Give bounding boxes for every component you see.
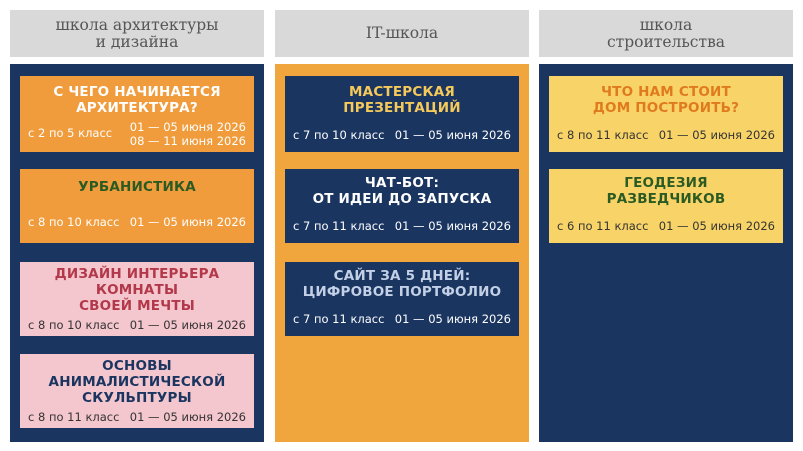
course-title: ЧАТ-БОТ: ОТ ИДЕИ ДО ЗАПУСКА — [312, 175, 492, 207]
course-title: ОСНОВЫ АНИМАЛИСТИЧЕСКОЙ СКУЛЬПТУРЫ — [48, 358, 226, 406]
course-card-chatbot[interactable]: ЧАТ-БОТ: ОТ ИДЕИ ДО ЗАПУСКА с 7 по 11 кл… — [285, 169, 519, 243]
course-dates: 01 — 05 июня 2026 — [394, 128, 511, 142]
course-title: САЙТ ЗА 5 ДНЕЙ: ЦИФРОВОЕ ПОРТФОЛИО — [302, 268, 502, 300]
course-title: С ЧЕГО НАЧИНАЕТСЯ АРХИТЕКТУРА? — [53, 84, 221, 116]
course-card-geodesy[interactable]: ГЕОДЕЗИЯ РАЗВЕДЧИКОВ с 6 по 11 класс 01 … — [549, 169, 783, 243]
course-title: ГЕОДЕЗИЯ РАЗВЕДЧИКОВ — [606, 175, 726, 207]
course-grade: с 8 по 10 класс — [28, 318, 120, 332]
column-architecture-school: С ЧЕГО НАЧИНАЕТСЯ АРХИТЕКТУРА? с 2 по 5 … — [10, 64, 264, 442]
course-dates: 01 — 05 июня 2026 — [129, 318, 246, 332]
column-it-school: МАСТЕРСКАЯ ПРЕЗЕНТАЦИЙ с 7 по 10 класс 0… — [275, 64, 529, 442]
course-grade: с 7 по 10 класс — [293, 128, 385, 142]
course-card-portfolio-site[interactable]: САЙТ ЗА 5 ДНЕЙ: ЦИФРОВОЕ ПОРТФОЛИО с 7 п… — [285, 262, 519, 336]
header-construction-school: школа строительства — [539, 10, 793, 57]
course-dates: 01 — 05 июня 2026 — [658, 128, 775, 142]
course-title: ДИЗАЙН ИНТЕРЬЕРА КОМНАТЫ СВОЕЙ МЕЧТЫ — [54, 266, 220, 314]
course-grade: с 7 по 11 класс — [293, 312, 385, 326]
course-card-urbanism[interactable]: УРБАНИСТИКА с 8 по 10 класс 01 — 05 июня… — [20, 169, 254, 243]
course-dates: 01 — 05 июня 2026 — [394, 312, 511, 326]
course-dates: 01 — 05 июня 2026 — [129, 215, 246, 229]
course-grade: с 6 по 11 класс — [557, 219, 649, 233]
course-grade: с 8 по 10 класс — [28, 215, 120, 229]
course-dates: 01 — 05 июня 2026 — [658, 219, 775, 233]
course-grade: с 8 по 11 класс — [557, 128, 649, 142]
course-dates: 01 — 05 июня 2026 — [129, 410, 246, 424]
course-card-animal-sculpture[interactable]: ОСНОВЫ АНИМАЛИСТИЧЕСКОЙ СКУЛЬПТУРЫ с 8 п… — [20, 354, 254, 428]
course-card-presentations[interactable]: МАСТЕРСКАЯ ПРЕЗЕНТАЦИЙ с 7 по 10 класс 0… — [285, 76, 519, 152]
course-grade: с 7 по 11 класс — [293, 219, 385, 233]
course-grade: с 8 по 11 класс — [28, 410, 120, 424]
course-dates: 01 — 05 июня 2026 08 — 11 июня 2026 — [129, 120, 246, 148]
course-title: ЧТО НАМ СТОИТ ДОМ ПОСТРОИТЬ? — [592, 84, 740, 116]
header-it-school: IT-школа — [275, 10, 529, 57]
course-card-interior-design[interactable]: ДИЗАЙН ИНТЕРЬЕРА КОМНАТЫ СВОЕЙ МЕЧТЫ с 8… — [20, 262, 254, 336]
column-construction-school: ЧТО НАМ СТОИТ ДОМ ПОСТРОИТЬ? с 8 по 11 к… — [539, 64, 793, 442]
course-title: УРБАНИСТИКА — [78, 179, 196, 195]
course-card-house-building[interactable]: ЧТО НАМ СТОИТ ДОМ ПОСТРОИТЬ? с 8 по 11 к… — [549, 76, 783, 152]
header-architecture-school: школа архитектуры и дизайна — [10, 10, 264, 57]
course-title: МАСТЕРСКАЯ ПРЕЗЕНТАЦИЙ — [343, 84, 461, 116]
course-dates: 01 — 05 июня 2026 — [394, 219, 511, 233]
course-card-architecture[interactable]: С ЧЕГО НАЧИНАЕТСЯ АРХИТЕКТУРА? с 2 по 5 … — [20, 76, 254, 152]
course-grade: с 2 по 5 класс — [28, 126, 113, 140]
